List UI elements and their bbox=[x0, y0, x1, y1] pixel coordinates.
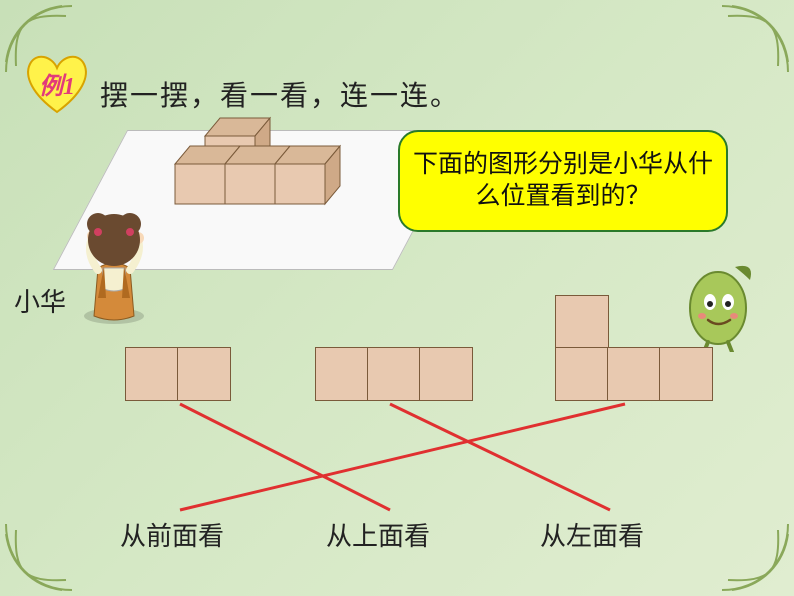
question-bubble: 下面的图形分别是小华从什么位置看到的？ bbox=[398, 130, 728, 232]
shape-option-a bbox=[126, 348, 230, 400]
corner-swirl-icon bbox=[720, 522, 790, 592]
label-front-view: 从前面看 bbox=[120, 516, 224, 553]
girl-name-label: 小华 bbox=[14, 282, 66, 319]
corner-swirl-icon bbox=[720, 4, 790, 74]
example-badge: 例1 bbox=[24, 54, 90, 114]
label-top-view: 从上面看 bbox=[326, 516, 430, 553]
cube-arrangement-3d bbox=[170, 108, 380, 208]
question-text: 下面的图形分别是小华从什么位置看到的？ bbox=[408, 149, 718, 214]
corner-swirl-icon bbox=[4, 522, 74, 592]
shape-option-b bbox=[316, 348, 472, 400]
label-left-view: 从左面看 bbox=[540, 516, 644, 553]
answer-lines bbox=[110, 400, 690, 520]
girl-character bbox=[68, 198, 160, 328]
shape-option-c bbox=[556, 296, 718, 400]
example-number: 例1 bbox=[24, 66, 90, 101]
